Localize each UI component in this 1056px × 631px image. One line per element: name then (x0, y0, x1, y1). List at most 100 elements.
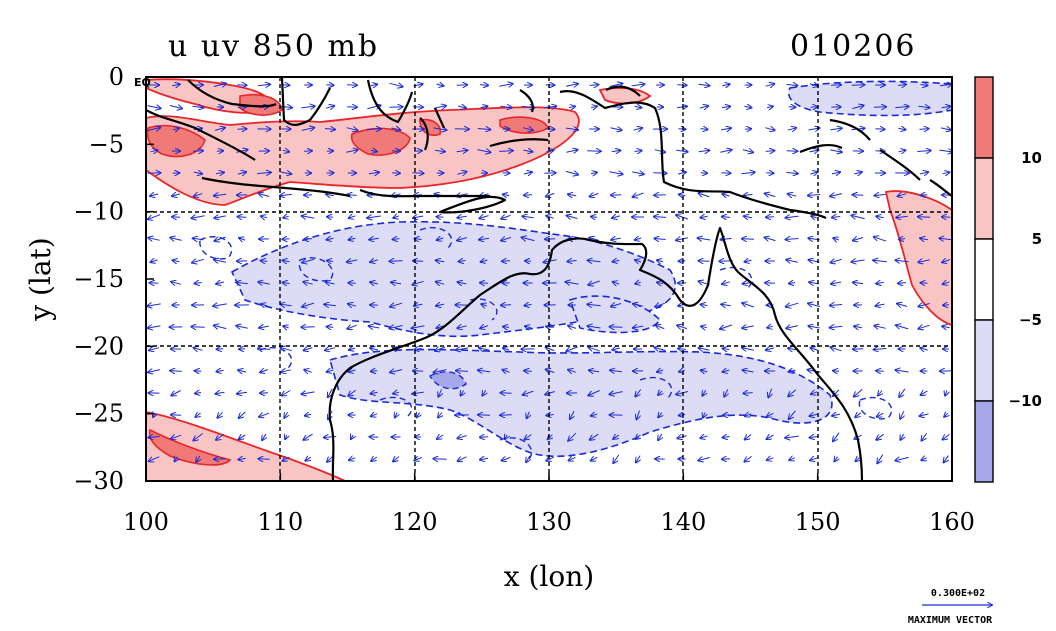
wind-vector (503, 348, 510, 350)
wind-vector (437, 238, 444, 240)
wind-vector (456, 348, 469, 350)
wind-vector (700, 436, 708, 438)
wind-vector (393, 216, 398, 218)
wind-vector (195, 413, 200, 417)
wind-vector (147, 106, 160, 109)
wind-vector (280, 172, 292, 174)
wind-vector (545, 129, 555, 130)
wind-vector (944, 413, 948, 417)
wind-vector (370, 282, 379, 284)
wind-vector (654, 239, 666, 240)
wind-vector (457, 436, 467, 439)
wind-vector (503, 194, 510, 195)
wind-vector (698, 150, 710, 151)
wind-vector (414, 349, 422, 350)
wind-vector (195, 393, 202, 394)
wind-vector (658, 433, 662, 440)
wind-vector (765, 193, 776, 196)
wind-vector (698, 84, 710, 86)
wind-vector (171, 282, 182, 285)
wind-vector (767, 326, 773, 328)
wind-vector (546, 193, 555, 196)
wind-vector (788, 194, 797, 196)
wind-vector (414, 458, 422, 461)
wind-vector (525, 304, 532, 305)
wind-vector (588, 390, 600, 396)
wind-vector (830, 128, 842, 130)
wind-vector (371, 371, 378, 372)
wind-vector (546, 347, 555, 350)
wind-vector (546, 457, 554, 461)
wind-vector (568, 370, 577, 373)
wind-vector (874, 237, 887, 242)
wind-vector (876, 216, 884, 217)
wind-vector (237, 172, 246, 174)
wind-vector (722, 217, 731, 218)
wind-vector (217, 411, 222, 417)
wind-vector (831, 347, 842, 351)
wind-vector (900, 410, 904, 419)
wind-vector (940, 128, 951, 130)
wind-vector (458, 457, 467, 461)
wind-vector (786, 260, 798, 263)
wind-vector (434, 370, 447, 373)
wind-vector (192, 151, 203, 152)
x-tick-label: 130 (526, 508, 572, 536)
grid-lines (146, 77, 952, 481)
colorbar-tick-label: −5 (1019, 311, 1042, 329)
wind-vector (853, 282, 864, 283)
wind-vector (169, 106, 182, 109)
wind-vector (282, 150, 289, 152)
wind-vector (436, 84, 444, 86)
wind-vector (702, 390, 705, 395)
wind-vector (811, 392, 818, 394)
wind-vector (194, 348, 203, 351)
wind-vector (918, 304, 930, 307)
wind-vector (745, 260, 752, 262)
wind-vector (613, 454, 620, 463)
wind-vector (897, 304, 908, 307)
wind-vector (874, 348, 887, 349)
wind-vector (148, 370, 161, 373)
wind-vector (461, 391, 464, 396)
colorbar-tick-label: −10 (1009, 392, 1042, 410)
wind-vector (701, 326, 708, 327)
wind-vector (633, 193, 644, 197)
colorbar-band (974, 400, 994, 483)
wind-vector (237, 107, 247, 108)
wind-vector (523, 150, 533, 152)
wind-vector (588, 326, 601, 328)
wind-vector (678, 129, 685, 130)
wind-vector (481, 304, 486, 306)
wind-vector (149, 348, 160, 351)
wind-vector (786, 303, 799, 307)
wind-vector (785, 436, 799, 438)
wind-vector (546, 150, 553, 152)
wind-vector (873, 260, 887, 261)
wind-vector (477, 129, 491, 130)
wind-vector (216, 370, 224, 371)
wind-vector (325, 348, 336, 351)
wind-vector (414, 304, 423, 306)
x-tick-label: 120 (392, 508, 438, 536)
wind-vector (921, 458, 926, 460)
wind-vector (939, 238, 952, 240)
wind-vector (236, 282, 248, 283)
wind-vector (258, 282, 270, 284)
plot-title: u uv 850 mb (168, 29, 379, 64)
wind-vector (191, 327, 205, 328)
wind-vector (437, 435, 444, 439)
wind-vector (677, 325, 687, 328)
wind-vector (587, 304, 601, 305)
wind-vector (741, 172, 754, 174)
wind-vector (438, 413, 442, 418)
wind-vector (921, 283, 928, 284)
colorbar-tick-label: 10 (1021, 149, 1042, 167)
wind-vector (591, 457, 598, 460)
wind-vector (942, 326, 950, 327)
wind-vector (634, 106, 642, 107)
wind-vector (261, 216, 268, 218)
vector-key: 0.300E+02 MAXIMUM VECTOR (908, 588, 993, 626)
wind-vector (170, 371, 182, 372)
wind-vector (765, 128, 774, 131)
